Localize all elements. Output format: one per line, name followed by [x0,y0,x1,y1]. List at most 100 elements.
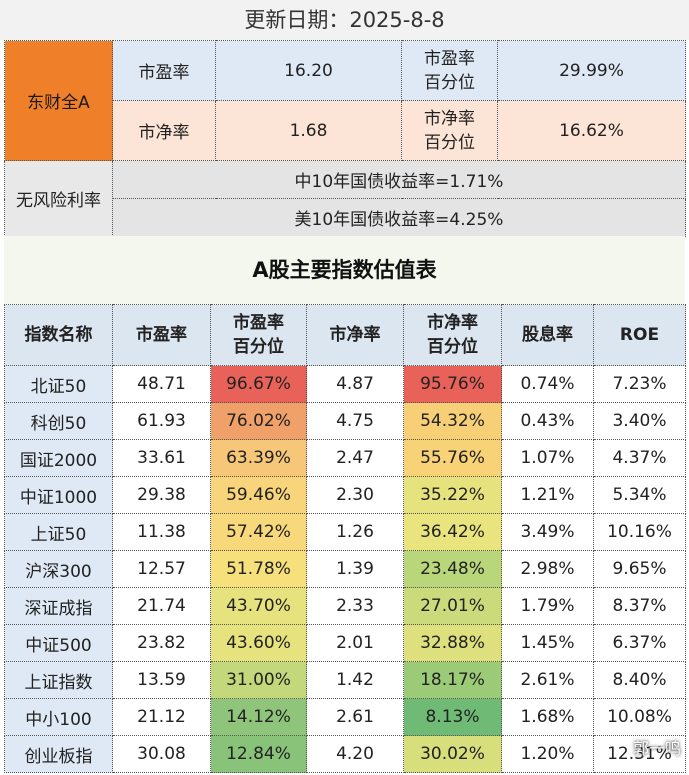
column-header: 市净率 [306,304,404,366]
pe-cell: 21.12 [112,698,211,736]
table-title: A股主要指数估值表 [4,236,685,304]
pb-cell: 2.61 [306,698,404,736]
pe-percentile-cell: 96.67% [210,365,307,403]
dividend-yield-cell: 1.68% [501,698,594,736]
dividend-yield-cell: 3.49% [501,513,594,551]
pe-percentile-cell: 43.60% [210,624,307,662]
table-body: 北证50 48.71 96.67% 4.87 95.76% 0.74% 7.23% 科创50 6… [4,365,686,773]
pb-label: 市净率 [112,100,216,161]
risk-free-rate-label: 无风险利率 [4,160,113,237]
pe-cell: 30.08 [112,735,211,773]
pe-cell: 29.38 [112,476,211,514]
table-row: 北证50 48.71 96.67% 4.87 95.76% 0.74% 7.23% [4,365,686,403]
pb-percentile-cell: 27.01% [403,587,502,625]
column-header: 市盈率 [112,304,211,366]
index-name: 上证50 [4,513,113,551]
pe-percentile-cell: 76.02% [210,402,307,440]
roe-cell: 10.16% [593,513,686,551]
us-bond-yield: 美10年国债收益率=4.25% [112,198,686,237]
pb-percentile-cell: 36.42% [403,513,502,551]
roe-cell: 10.08% [593,698,686,736]
column-header: 市净率 百分位 [403,304,502,366]
cn-bond-yield: 中10年国债收益率=1.71% [112,160,686,199]
table-row: 中证500 23.82 43.60% 2.01 32.88% 1.45% 6.37% [4,624,686,662]
pe-cell: 33.61 [112,439,211,477]
table-row: 中证1000 29.38 59.46% 2.30 35.22% 1.21% 5.34% [4,476,686,514]
pb-cell: 2.30 [306,476,404,514]
roe-cell: 8.40% [593,661,686,699]
pb-cell: 2.01 [306,624,404,662]
dividend-yield-cell: 0.74% [501,365,594,403]
column-header: ROE [593,304,686,366]
column-header: 市盈率 百分位 [210,304,307,366]
column-header: 股息率 [501,304,594,366]
roe-cell: 12.31% [593,735,686,773]
pe-percentile-label: 市盈率 百分位 [401,40,498,101]
watermark: 郭一鸣 [632,739,681,758]
column-header: 指数名称 [4,304,113,366]
table-row: 沪深300 12.57 51.78% 1.39 23.48% 2.98% 9.65% [4,550,686,588]
table-row: 创业板指 30.08 12.84% 4.20 30.02% 1.20% 12.31% [4,735,686,773]
pb-cell: 1.42 [306,661,404,699]
pb-percentile-cell: 55.76% [403,439,502,477]
pe-cell: 48.71 [112,365,211,403]
pb-percentile-cell: 95.76% [403,365,502,403]
table-row: 国证2000 33.61 63.39% 2.47 55.76% 1.07% 4.37% [4,439,686,477]
pe-percentile-cell: 51.78% [210,550,307,588]
index-name: 国证2000 [4,439,113,477]
dividend-yield-cell: 2.98% [501,550,594,588]
header-row: 指数名称 市盈率 市盈率 百分位 市净率 市净率 百分位 股息率 ROE [4,304,686,366]
index-name: 北证50 [4,365,113,403]
dividend-yield-cell: 1.45% [501,624,594,662]
pb-cell: 4.75 [306,402,404,440]
pe-value: 16.20 [215,40,402,101]
table-row: 上证50 11.38 57.42% 1.26 36.42% 3.49% 10.16% [4,513,686,551]
pe-label: 市盈率 [112,40,216,101]
dividend-yield-cell: 1.20% [501,735,594,773]
pb-percentile-cell: 18.17% [403,661,502,699]
pe-cell: 13.59 [112,661,211,699]
pb-percentile-label: 市净率 百分位 [401,100,498,161]
market-name: 东财全A [4,40,113,161]
index-name: 中证500 [4,624,113,662]
pe-percentile-cell: 63.39% [210,439,307,477]
update-date: 更新日期：2025-8-8 [0,0,689,40]
roe-cell: 3.40% [593,402,686,440]
pe-cell: 61.93 [112,402,211,440]
pb-cell: 4.87 [306,365,404,403]
index-name: 中证1000 [4,476,113,514]
pb-cell: 2.33 [306,587,404,625]
pe-cell: 11.38 [112,513,211,551]
pe-cell: 21.74 [112,587,211,625]
table-row: 上证指数 13.59 31.00% 1.42 18.17% 2.61% 8.40% [4,661,686,699]
dividend-yield-cell: 1.79% [501,587,594,625]
pb-cell: 4.20 [306,735,404,773]
index-name: 中小100 [4,698,113,736]
pe-percentile-cell: 57.42% [210,513,307,551]
pb-percentile-cell: 8.13% [403,698,502,736]
roe-cell: 7.23% [593,365,686,403]
roe-cell: 5.34% [593,476,686,514]
pb-percentile-cell: 32.88% [403,624,502,662]
pe-percentile-cell: 14.12% [210,698,307,736]
pe-percentile-cell: 12.84% [210,735,307,773]
index-name: 沪深300 [4,550,113,588]
pe-percentile-cell: 31.00% [210,661,307,699]
index-name: 创业板指 [4,735,113,773]
pe-cell: 12.57 [112,550,211,588]
pe-percentile-cell: 43.70% [210,587,307,625]
roe-cell: 4.37% [593,439,686,477]
pe-percentile-cell: 59.46% [210,476,307,514]
pb-percentile-cell: 23.48% [403,550,502,588]
index-name: 上证指数 [4,661,113,699]
roe-cell: 6.37% [593,624,686,662]
pe-percentile-value: 29.99% [497,40,686,101]
pb-cell: 2.47 [306,439,404,477]
roe-cell: 8.37% [593,587,686,625]
table-row: 中小100 21.12 14.12% 2.61 8.13% 1.68% 10.08% [4,698,686,736]
dividend-yield-cell: 2.61% [501,661,594,699]
table-row: 深证成指 21.74 43.70% 2.33 27.01% 1.79% 8.37% [4,587,686,625]
dividend-yield-cell: 1.21% [501,476,594,514]
pe-cell: 23.82 [112,624,211,662]
